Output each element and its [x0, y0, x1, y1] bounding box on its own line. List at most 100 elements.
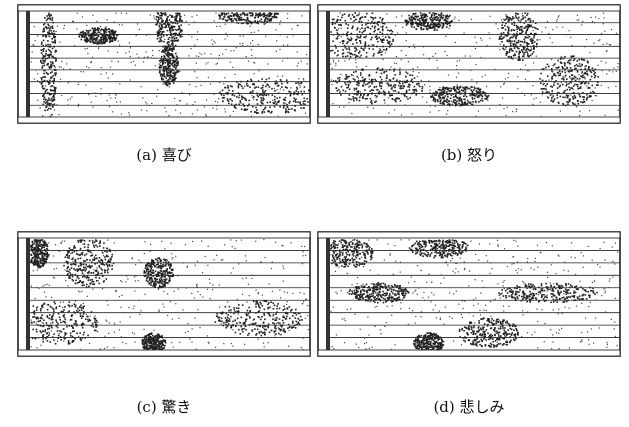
energy-dot	[342, 14, 344, 16]
stipple	[137, 23, 138, 24]
energy-dot	[83, 32, 85, 34]
energy-dot	[105, 40, 107, 42]
energy-dot	[262, 305, 264, 307]
energy-dot	[337, 78, 339, 80]
stipple	[236, 47, 237, 48]
energy-dot	[64, 317, 66, 319]
energy-dot	[380, 92, 382, 94]
energy-dot	[530, 33, 532, 35]
energy-dot	[406, 81, 408, 83]
energy-dot	[347, 55, 349, 57]
stipple	[141, 86, 142, 87]
energy-dot	[260, 331, 262, 333]
energy-dot	[296, 87, 298, 89]
energy-dot	[421, 90, 423, 92]
energy-dot	[66, 254, 68, 256]
energy-dot	[554, 63, 556, 65]
stipple	[381, 21, 382, 22]
stipple	[218, 98, 219, 99]
stipple	[332, 81, 333, 82]
stipple	[248, 61, 249, 62]
energy-dot	[97, 31, 99, 33]
energy-dot	[167, 16, 169, 18]
energy-dot	[574, 95, 576, 97]
energy-dot	[93, 38, 95, 40]
stipple	[197, 309, 198, 310]
energy-dot	[69, 277, 71, 279]
energy-dot	[159, 37, 161, 39]
energy-dot	[427, 22, 429, 24]
energy-dot	[511, 18, 513, 20]
energy-dot	[580, 101, 582, 103]
energy-dot	[501, 33, 503, 35]
stipple	[371, 104, 372, 105]
energy-dot	[389, 30, 391, 32]
energy-dot	[227, 326, 229, 328]
stipple	[144, 241, 145, 242]
energy-dot	[284, 308, 286, 310]
stipple	[95, 96, 96, 97]
stipple	[520, 69, 521, 70]
stipple	[603, 13, 604, 14]
energy-dot	[176, 20, 178, 22]
energy-dot	[48, 83, 50, 85]
energy-dot	[442, 96, 444, 98]
stipple	[432, 56, 433, 57]
energy-dot	[63, 328, 65, 330]
stipple	[96, 21, 97, 22]
energy-dot	[343, 41, 345, 43]
energy-dot	[94, 330, 96, 332]
energy-dot	[50, 44, 52, 46]
stipple	[216, 26, 217, 27]
stipple	[335, 63, 336, 64]
energy-dot	[160, 73, 162, 75]
energy-dot	[522, 56, 524, 58]
stipple	[298, 63, 299, 64]
stipple	[89, 343, 90, 344]
energy-dot	[162, 74, 164, 76]
energy-dot	[416, 29, 418, 31]
stipple	[78, 104, 79, 105]
stipple	[399, 68, 400, 69]
energy-dot	[440, 103, 442, 105]
energy-dot	[229, 318, 231, 320]
stipple	[146, 51, 147, 52]
stipple	[213, 259, 214, 260]
stipple	[30, 346, 31, 347]
stipple	[533, 62, 534, 63]
energy-dot	[454, 86, 456, 88]
energy-dot	[261, 112, 263, 114]
stipple	[38, 338, 39, 339]
energy-dot	[64, 321, 66, 323]
energy-dot	[169, 58, 171, 60]
energy-dot	[374, 27, 376, 29]
energy-dot	[436, 26, 438, 28]
energy-dot	[96, 38, 98, 40]
energy-dot	[358, 80, 360, 82]
energy-dot	[365, 23, 367, 25]
stipple	[171, 342, 172, 343]
energy-dot	[345, 56, 347, 58]
energy-dot	[583, 96, 585, 98]
energy-dot	[411, 21, 413, 23]
stipple	[189, 84, 190, 85]
energy-dot	[358, 37, 360, 39]
stipple	[287, 13, 288, 14]
energy-dot	[364, 47, 366, 49]
stipple	[160, 62, 161, 63]
energy-dot	[459, 105, 461, 107]
energy-dot	[523, 47, 525, 49]
energy-dot	[281, 329, 283, 331]
energy-dot	[176, 55, 178, 57]
energy-dot	[233, 313, 235, 315]
stipple	[303, 79, 304, 80]
stipple	[119, 24, 120, 25]
energy-dot	[71, 314, 73, 316]
stipple	[240, 35, 241, 36]
stipple	[470, 70, 471, 71]
energy-dot	[474, 98, 476, 100]
energy-dot	[364, 28, 366, 30]
energy-dot	[55, 75, 57, 77]
energy-dot	[488, 95, 490, 97]
energy-dot	[248, 307, 250, 309]
